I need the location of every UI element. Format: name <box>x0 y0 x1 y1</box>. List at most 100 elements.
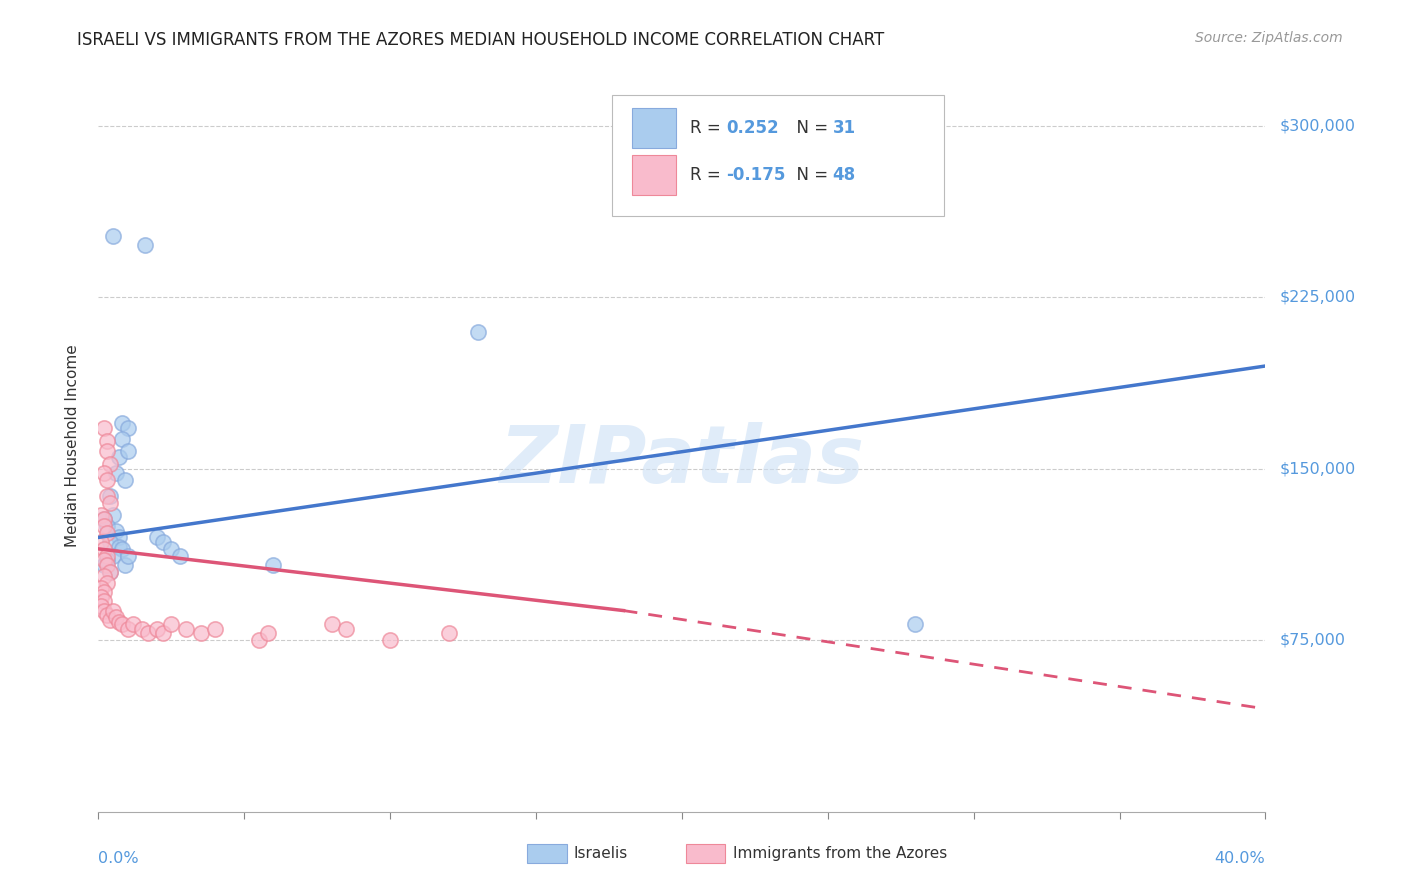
Point <box>122 617 145 632</box>
Point <box>96 549 118 563</box>
Point <box>335 622 357 636</box>
Point <box>108 450 131 465</box>
Point <box>96 434 118 449</box>
Point <box>90 508 112 522</box>
Point <box>101 228 124 243</box>
Point <box>96 473 118 487</box>
Point <box>90 599 112 613</box>
Text: ZIPatlas: ZIPatlas <box>499 422 865 500</box>
Point <box>108 530 131 544</box>
Point <box>111 416 134 430</box>
Point <box>101 603 124 617</box>
Text: N =: N = <box>786 167 834 185</box>
Text: $225,000: $225,000 <box>1279 290 1355 305</box>
Point <box>98 489 121 503</box>
Text: Israelis: Israelis <box>574 847 628 861</box>
FancyBboxPatch shape <box>612 95 945 216</box>
Point <box>90 581 112 595</box>
Point <box>93 541 115 556</box>
Point <box>134 237 156 252</box>
Point <box>96 489 118 503</box>
Point <box>96 558 118 572</box>
Point <box>104 524 127 538</box>
Point <box>117 549 139 563</box>
Point <box>169 549 191 563</box>
Point <box>380 633 402 648</box>
Text: 48: 48 <box>832 167 856 185</box>
Point <box>93 558 115 572</box>
Text: R =: R = <box>690 119 725 136</box>
Point <box>111 617 134 632</box>
Point <box>904 617 927 632</box>
Point <box>90 535 112 549</box>
Text: 0.0%: 0.0% <box>98 851 139 865</box>
Point <box>111 541 134 556</box>
Point <box>152 535 174 549</box>
Point <box>93 467 115 481</box>
Point <box>146 530 169 544</box>
Point <box>90 590 112 604</box>
Text: Source: ZipAtlas.com: Source: ZipAtlas.com <box>1195 31 1343 45</box>
Text: $150,000: $150,000 <box>1279 461 1355 476</box>
Point <box>111 432 134 446</box>
Point <box>96 608 118 623</box>
Text: Immigrants from the Azores: Immigrants from the Azores <box>733 847 946 861</box>
Point <box>160 617 183 632</box>
Point <box>93 603 115 617</box>
Point <box>96 525 118 540</box>
Point <box>146 622 169 636</box>
Point <box>96 443 118 458</box>
Point <box>98 457 121 471</box>
Point <box>256 626 278 640</box>
Text: ISRAELI VS IMMIGRANTS FROM THE AZORES MEDIAN HOUSEHOLD INCOME CORRELATION CHART: ISRAELI VS IMMIGRANTS FROM THE AZORES ME… <box>77 31 884 49</box>
Point <box>96 553 118 567</box>
Point <box>321 617 343 632</box>
Text: $300,000: $300,000 <box>1279 119 1355 134</box>
Point <box>152 626 174 640</box>
Text: 40.0%: 40.0% <box>1215 851 1265 865</box>
Point <box>104 467 127 481</box>
Point <box>98 613 121 627</box>
Point <box>117 443 139 458</box>
Text: -0.175: -0.175 <box>727 167 786 185</box>
Y-axis label: Median Household Income: Median Household Income <box>65 344 80 548</box>
Point <box>93 420 115 434</box>
Point <box>93 519 115 533</box>
Point <box>190 626 212 640</box>
Point <box>174 622 197 636</box>
Text: R =: R = <box>690 167 725 185</box>
FancyBboxPatch shape <box>631 155 676 195</box>
Text: N =: N = <box>786 119 834 136</box>
Point <box>96 519 118 533</box>
Point <box>160 541 183 556</box>
Point <box>117 622 139 636</box>
Point <box>98 535 121 549</box>
Point <box>108 540 131 554</box>
Point <box>98 565 121 579</box>
Point <box>117 420 139 434</box>
Point <box>93 512 115 526</box>
Point <box>136 626 159 640</box>
Point <box>96 576 118 591</box>
Point <box>101 508 124 522</box>
Point <box>98 496 121 510</box>
Point <box>262 558 284 572</box>
FancyBboxPatch shape <box>631 108 676 148</box>
Point <box>93 569 115 583</box>
Point <box>204 622 226 636</box>
Point <box>437 626 460 640</box>
Point <box>104 610 127 624</box>
Point <box>131 622 153 636</box>
Point <box>93 594 115 608</box>
Point <box>93 512 115 526</box>
Text: 0.252: 0.252 <box>727 119 779 136</box>
Point <box>98 565 121 579</box>
Point <box>93 585 115 599</box>
Point <box>114 473 136 487</box>
Point <box>114 558 136 572</box>
Point <box>93 553 115 567</box>
Text: 31: 31 <box>832 119 856 136</box>
Point <box>247 633 270 648</box>
Point <box>101 549 124 563</box>
Point <box>108 615 131 629</box>
